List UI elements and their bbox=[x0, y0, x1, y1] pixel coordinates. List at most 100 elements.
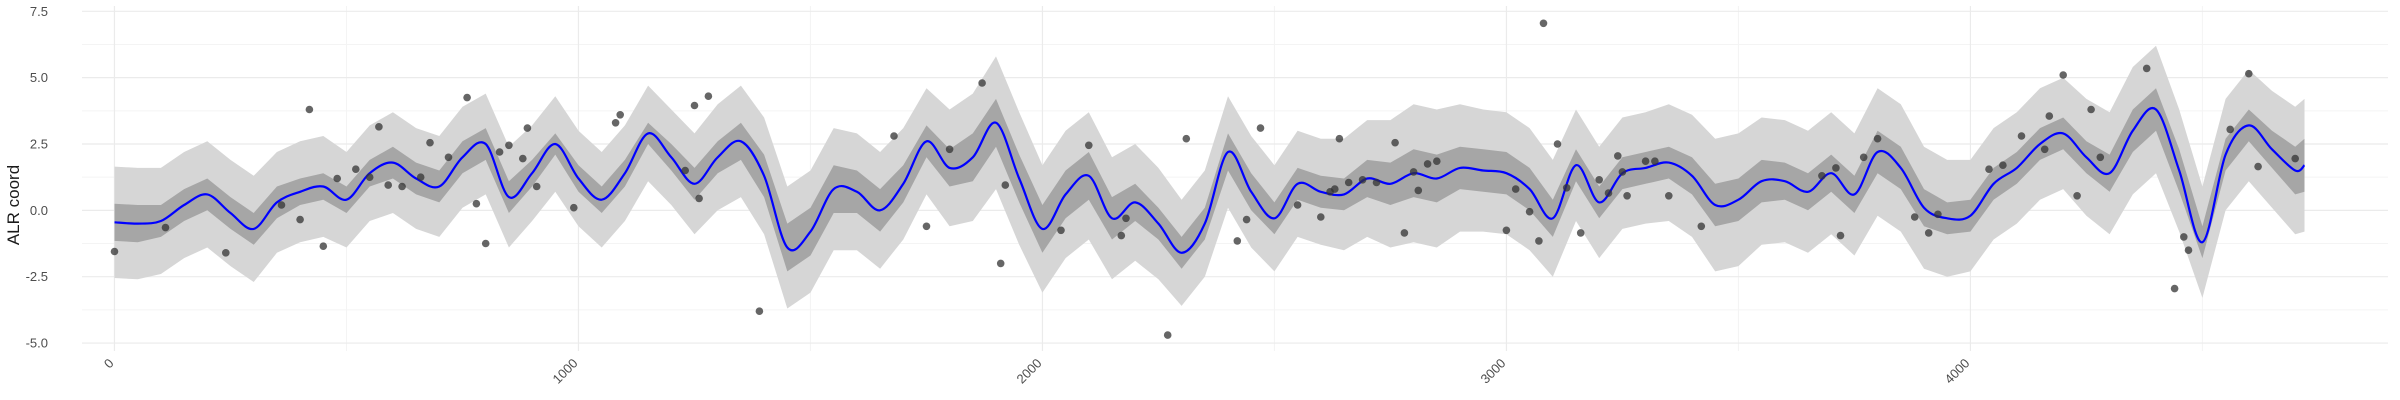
data-point bbox=[2045, 112, 2054, 120]
data-point bbox=[1985, 165, 1993, 173]
data-point bbox=[1623, 192, 1631, 200]
x-tick-label: 1000 bbox=[550, 356, 581, 387]
outer-credible-band bbox=[114, 45, 2305, 309]
data-point bbox=[1553, 140, 1562, 148]
data-point bbox=[319, 242, 328, 250]
data-point bbox=[2142, 64, 2151, 73]
data-point bbox=[978, 79, 986, 87]
data-point bbox=[570, 203, 578, 212]
data-point bbox=[532, 182, 541, 191]
y-tick-label: -5.0 bbox=[26, 336, 48, 351]
data-point bbox=[1562, 184, 1571, 192]
data-point bbox=[1122, 214, 1130, 223]
data-point bbox=[1256, 124, 1265, 132]
data-point bbox=[1423, 160, 1432, 168]
y-tick-label: -2.5 bbox=[26, 269, 48, 284]
x-tick-label: 4000 bbox=[1941, 356, 1972, 387]
data-point bbox=[2180, 233, 2188, 241]
data-point bbox=[1085, 141, 1093, 150]
data-point bbox=[2254, 162, 2262, 171]
data-point bbox=[1618, 168, 1627, 176]
data-point bbox=[1293, 201, 1302, 209]
data-point bbox=[1057, 226, 1065, 235]
data-point bbox=[481, 239, 490, 248]
data-point bbox=[463, 93, 471, 102]
x-tick-label: 2000 bbox=[1013, 355, 1044, 386]
data-point bbox=[2017, 132, 2026, 140]
data-point bbox=[695, 194, 703, 203]
data-point bbox=[110, 247, 119, 256]
data-point bbox=[352, 165, 360, 173]
x-tick-label: 0 bbox=[101, 356, 117, 372]
data-point bbox=[755, 307, 764, 316]
data-point bbox=[1331, 185, 1339, 193]
data-point bbox=[398, 182, 406, 191]
data-point bbox=[2184, 246, 2193, 254]
data-point bbox=[296, 215, 304, 224]
data-point bbox=[890, 132, 898, 140]
data-point bbox=[996, 259, 1005, 268]
data-point bbox=[375, 123, 383, 131]
data-point bbox=[1117, 231, 1126, 240]
y-axis-ticks: -5.0 -2.5 0.0 2.5 5.0 7.5 bbox=[26, 4, 48, 351]
data-point bbox=[1910, 213, 1919, 221]
data-point bbox=[519, 154, 527, 163]
data-point bbox=[2226, 125, 2234, 134]
data-point bbox=[1391, 138, 1399, 147]
data-point bbox=[523, 124, 532, 132]
data-point bbox=[1525, 207, 1534, 216]
data-point bbox=[2245, 69, 2253, 78]
data-point bbox=[1372, 178, 1381, 187]
data-point bbox=[616, 111, 624, 119]
data-point bbox=[1400, 229, 1409, 237]
data-point bbox=[2059, 71, 2067, 79]
data-point bbox=[1604, 189, 1613, 197]
data-point bbox=[1511, 185, 1520, 193]
data-point bbox=[1335, 134, 1344, 143]
x-axis-ticks: 0 1000 2000 3000 4000 bbox=[101, 355, 1973, 386]
data-point bbox=[2087, 105, 2095, 114]
data-point bbox=[2040, 145, 2049, 154]
data-point bbox=[1576, 229, 1585, 237]
data-point bbox=[681, 166, 689, 175]
data-point bbox=[2291, 154, 2299, 163]
y-tick-label: 5.0 bbox=[30, 70, 48, 85]
data-point bbox=[1502, 226, 1511, 235]
data-point bbox=[1859, 153, 1868, 162]
data-point bbox=[922, 222, 931, 231]
data-point bbox=[1595, 176, 1603, 184]
data-point bbox=[1242, 215, 1251, 224]
data-point bbox=[1433, 157, 1441, 165]
data-point bbox=[945, 145, 954, 154]
data-point bbox=[495, 148, 504, 156]
data-point bbox=[690, 101, 699, 110]
data-point bbox=[1651, 157, 1659, 165]
observed-points bbox=[110, 19, 2299, 339]
data-point bbox=[1358, 176, 1367, 184]
data-point bbox=[1344, 178, 1353, 187]
data-point bbox=[1999, 161, 2007, 169]
data-point bbox=[1836, 231, 1845, 240]
data-point bbox=[1818, 172, 1826, 180]
data-point bbox=[426, 138, 434, 147]
data-point bbox=[472, 199, 481, 208]
x-tick-label: 3000 bbox=[1477, 355, 1508, 386]
data-point bbox=[1409, 168, 1418, 176]
data-point bbox=[222, 249, 230, 257]
data-point bbox=[333, 174, 342, 183]
posterior-mean-line bbox=[114, 106, 2306, 254]
data-point bbox=[1832, 164, 1840, 172]
y-tick-label: 2.5 bbox=[30, 137, 48, 152]
y-axis-title: ALR coord bbox=[4, 165, 23, 245]
data-point bbox=[1233, 237, 1242, 245]
data-point bbox=[1414, 186, 1423, 195]
data-point bbox=[1535, 237, 1543, 245]
data-point bbox=[1665, 192, 1673, 200]
data-point bbox=[1934, 210, 1942, 219]
data-point bbox=[416, 173, 425, 181]
data-point bbox=[1614, 152, 1622, 160]
y-tick-label: 0.0 bbox=[30, 203, 48, 218]
data-point bbox=[2096, 153, 2105, 162]
data-point bbox=[505, 141, 513, 150]
data-point bbox=[1873, 134, 1882, 143]
